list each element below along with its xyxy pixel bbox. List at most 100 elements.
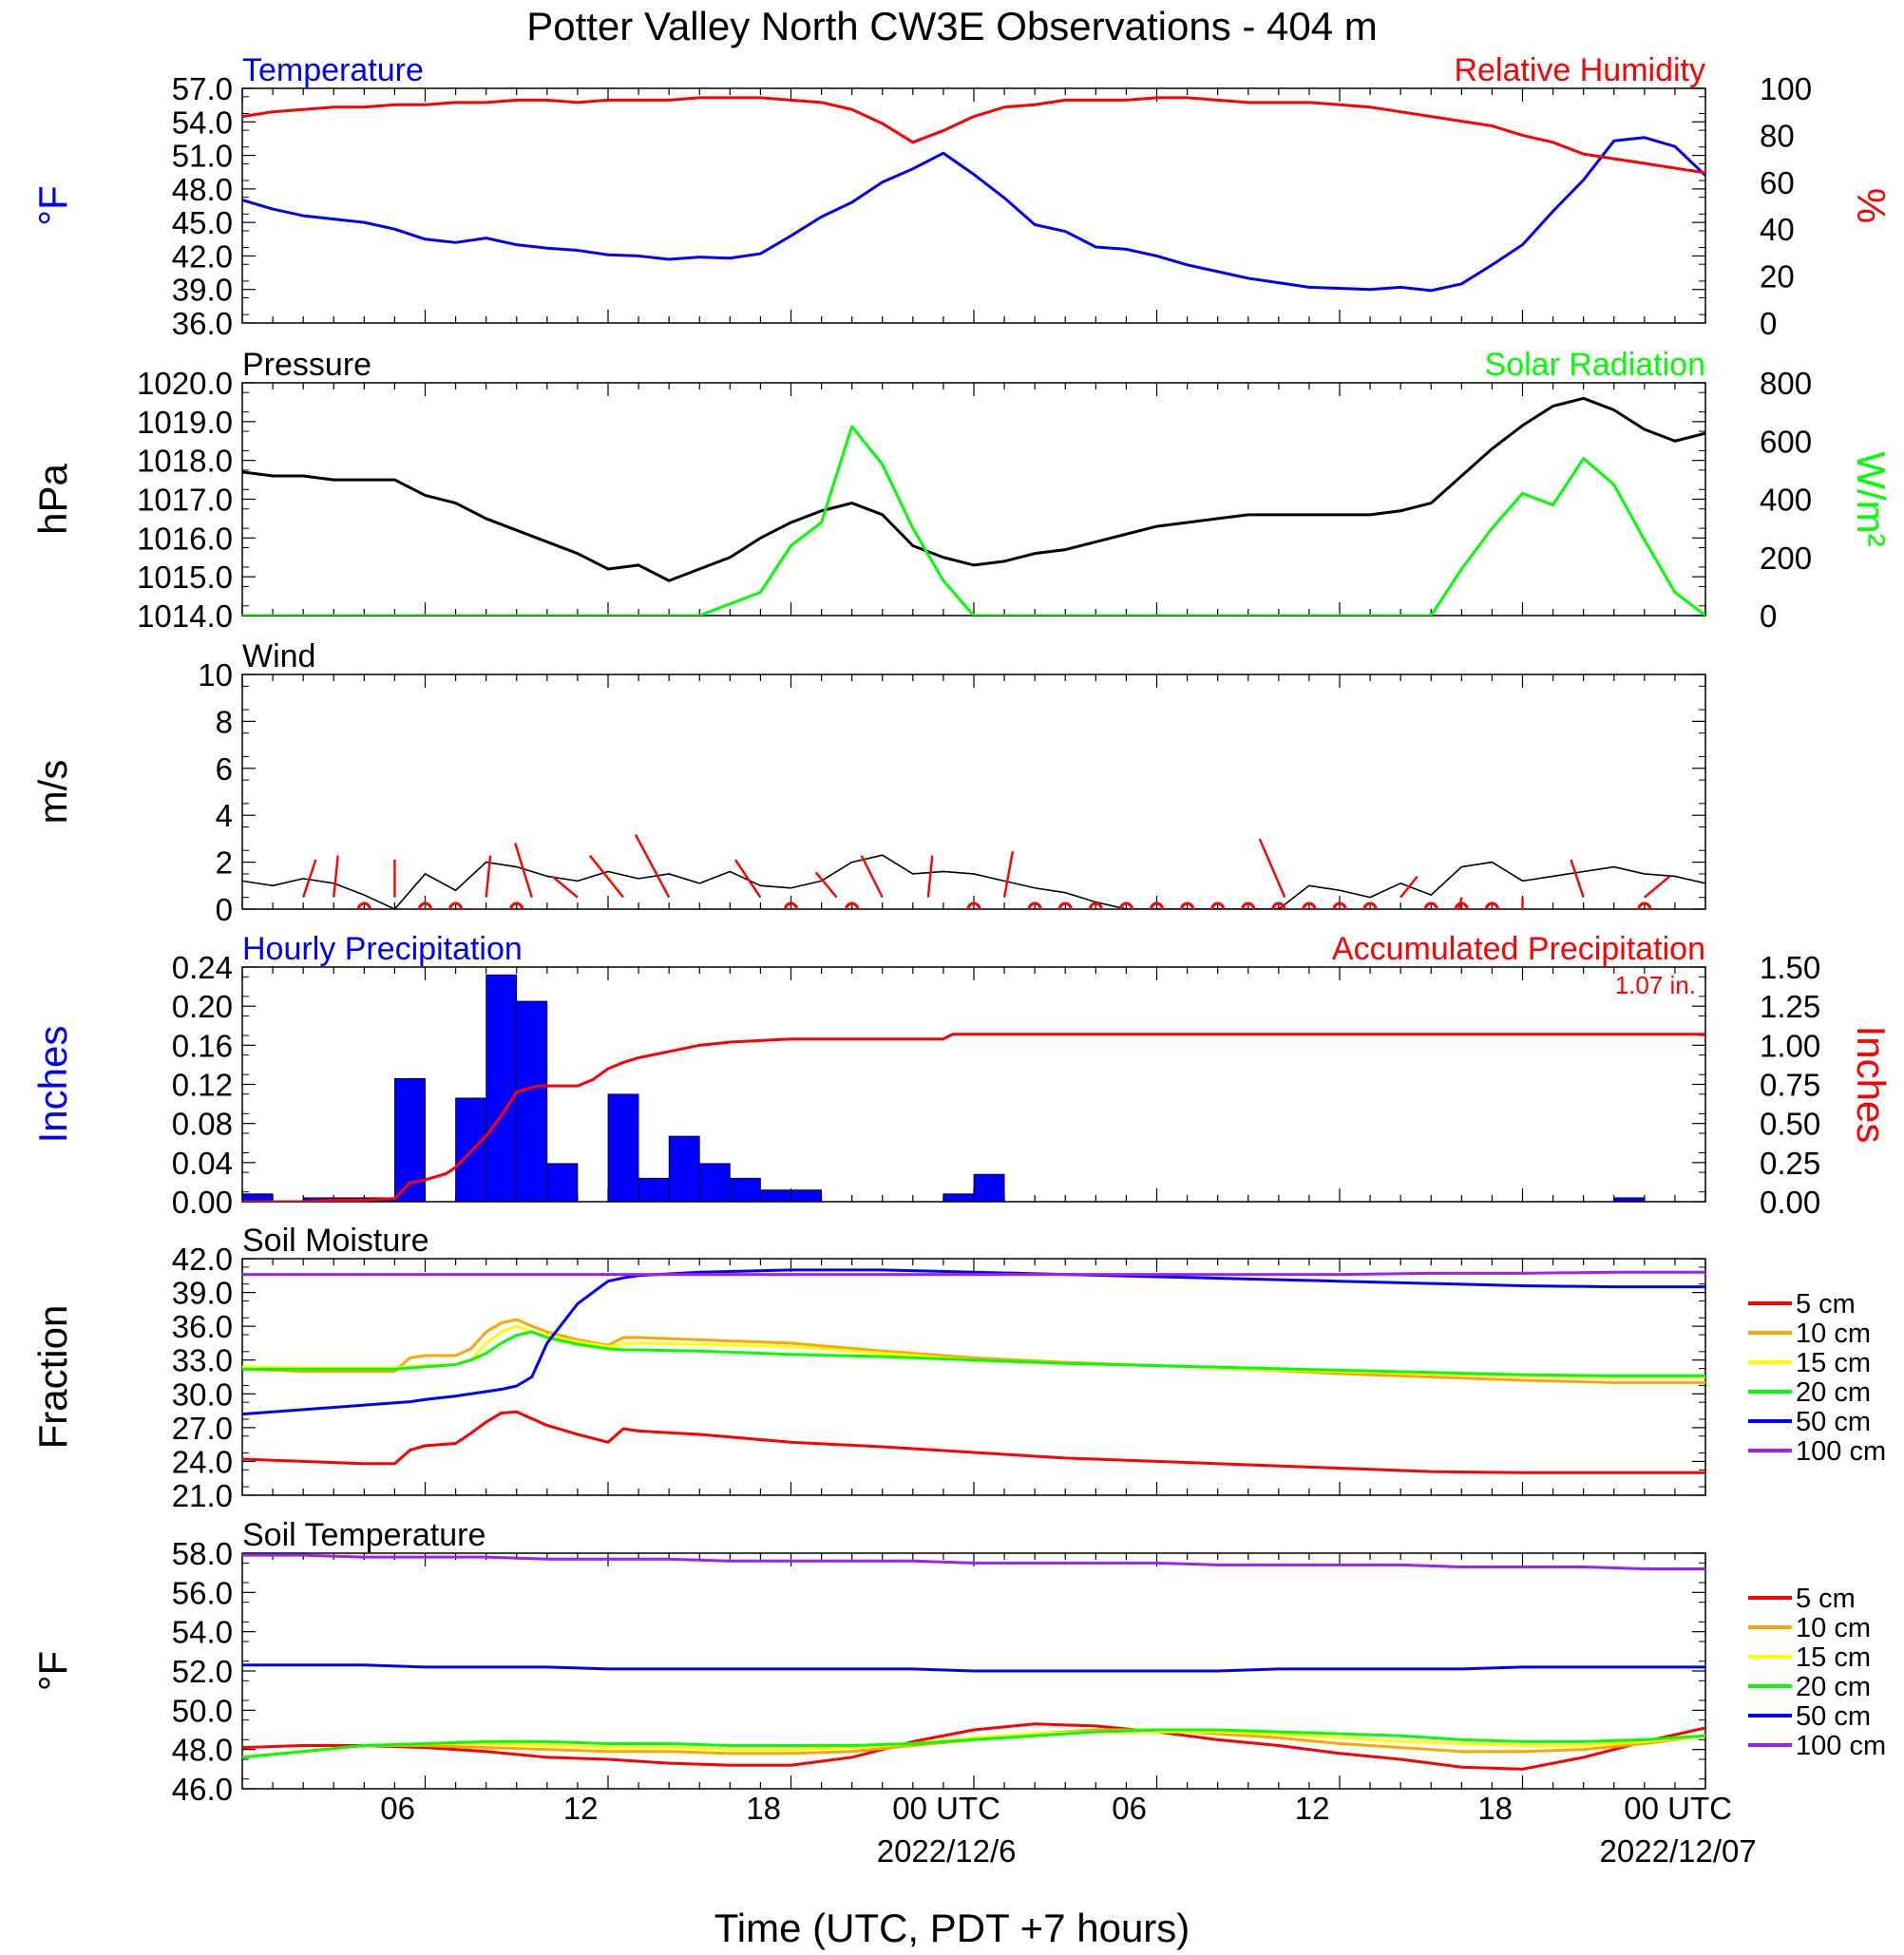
y-axis-unit-left: Inches: [30, 1026, 75, 1144]
precip-bar: [638, 1177, 670, 1202]
plot-data: [242, 1553, 1705, 1771]
series-line-100-cm: [242, 1553, 1705, 1571]
y-right-tick-label: 1.00: [1760, 1028, 1820, 1063]
wind-barb: [551, 875, 579, 899]
y-tick-label: 1016.0: [137, 521, 233, 556]
precip-bar: [698, 1163, 731, 1202]
x-date-label: 2022/12/6: [877, 1833, 1017, 1869]
y-tick-label: 21.0: [172, 1478, 233, 1513]
plot-data: [242, 974, 1705, 1202]
calm-wind-marker: [418, 902, 432, 909]
legend-label: 5 cm: [1796, 1584, 1856, 1614]
x-tick-label: 06: [380, 1791, 415, 1826]
y-tick-label: 0.12: [172, 1068, 233, 1103]
precip-bar: [668, 1135, 700, 1202]
precip-bar: [729, 1177, 761, 1202]
calm-wind-marker: [1637, 902, 1652, 909]
wind-barb: [333, 855, 339, 898]
wind-barb: [1399, 875, 1418, 899]
y-axis-unit-right: Inches: [1849, 1026, 1894, 1144]
panel-title-left: Soil Moisture: [242, 1223, 429, 1259]
y-tick-label: 30.0: [172, 1376, 233, 1412]
x-tick-label: 06: [1112, 1791, 1147, 1826]
calm-wind-marker: [1180, 902, 1195, 909]
y-axis-unit-right: %: [1849, 188, 1894, 223]
calm-wind-marker: [1241, 902, 1256, 909]
precip-bar: [1613, 1197, 1646, 1202]
legend-label: 15 cm: [1796, 1642, 1871, 1673]
x-axis-label: Time (UTC, PDT +7 hours): [714, 1906, 1190, 1950]
legend-label: 5 cm: [1796, 1289, 1856, 1319]
series-line-5-cm: [242, 1410, 1705, 1474]
y-tick-label: 51.0: [172, 139, 233, 174]
y-tick-label: 1018.0: [137, 444, 233, 479]
legend-label: 20 cm: [1796, 1672, 1871, 1702]
y-tick-label: 48.0: [172, 1733, 233, 1768]
y-right-tick-label: 0: [1760, 598, 1777, 634]
y-axis-unit-left: °F: [30, 185, 75, 225]
y-tick-label: 36.0: [172, 306, 233, 341]
x-tick-label: 18: [1477, 1791, 1513, 1826]
panel-title-right: Solar Radiation: [1485, 347, 1705, 383]
wind-barb: [485, 855, 492, 898]
series-line-100-cm: [242, 1270, 1705, 1277]
y-tick-label: 0.20: [172, 989, 233, 1024]
y-tick-label: 57.0: [172, 71, 233, 106]
y-tick-label: 56.0: [172, 1575, 233, 1610]
calm-wind-marker: [845, 902, 860, 909]
wind-barb: [1570, 859, 1585, 899]
series-line-relative-humidity: [242, 96, 1705, 175]
precip-bar: [546, 1163, 579, 1202]
y-tick-label: 42.0: [172, 238, 233, 274]
legend-label: 50 cm: [1796, 1701, 1871, 1732]
calm-wind-marker: [1302, 902, 1317, 909]
y-right-tick-label: 1.50: [1760, 950, 1820, 985]
y-tick-label: 45.0: [172, 205, 233, 240]
y-axis-unit-right: W/m²: [1849, 451, 1894, 546]
y-right-tick-label: 20: [1760, 259, 1795, 294]
chart-title: Potter Valley North CW3E Observations - …: [526, 4, 1378, 48]
y-tick-label: 1020.0: [137, 366, 233, 401]
y-axis-unit-left: Fraction: [30, 1305, 75, 1450]
precip-bar: [973, 1173, 1005, 1202]
y-tick-label: 0.24: [172, 950, 233, 985]
y-right-tick-label: 0.50: [1760, 1107, 1820, 1142]
calm-wind-marker: [1088, 902, 1103, 909]
panel-title-left: Soil Temperature: [242, 1517, 486, 1553]
y-tick-label: 39.0: [172, 1276, 233, 1311]
panel-precipitation: 0.24 0.20 0.16 0.12 0.08 0.04 0.00 1.50 1.25 1.00…: [30, 931, 1894, 1220]
panel-title-left: Wind: [242, 638, 315, 674]
y-right-tick-label: 0.00: [1760, 1185, 1820, 1220]
series-line-5-cm: [242, 1722, 1705, 1771]
y-axis-unit-left: m/s: [30, 760, 75, 825]
precip-bar: [516, 1000, 548, 1202]
panel-title-left: Hourly Precipitation: [242, 931, 523, 967]
precip-bar: [607, 1093, 639, 1202]
wind-barb: [814, 871, 838, 899]
y-right-tick-label: 800: [1760, 366, 1812, 401]
panel-soil-temperature: 58.0 56.0 54.0 52.0 50.0 48.0 46.0 Soil Tempera…: [30, 1517, 1886, 1807]
y-tick-label: 54.0: [172, 104, 233, 140]
wind-barb: [734, 859, 762, 899]
wind-barb: [926, 855, 934, 898]
y-tick-label: 6: [216, 751, 233, 787]
y-tick-label: 10: [198, 657, 233, 693]
panel-title-left: Temperature: [242, 52, 424, 88]
precip-bar: [242, 1193, 274, 1202]
plot-data: [242, 96, 1705, 293]
series-line-20-cm: [242, 1728, 1705, 1759]
precip-bar: [760, 1189, 791, 1202]
chart-panels: 57.054.051.048.045.042.039.036.010080604…: [30, 52, 1894, 1807]
calm-wind-marker: [356, 902, 371, 909]
calm-wind-marker: [1210, 902, 1226, 909]
y-tick-label: 1015.0: [137, 560, 233, 595]
legend-label: 100 cm: [1796, 1731, 1886, 1761]
y-right-tick-label: 100: [1760, 71, 1812, 106]
y-tick-label: 33.0: [172, 1343, 233, 1378]
y-tick-label: 1019.0: [137, 405, 233, 440]
x-tick-label: 00 UTC: [1624, 1791, 1732, 1826]
calm-wind-marker: [1454, 902, 1469, 909]
calm-wind-marker: [509, 902, 524, 909]
calm-wind-marker: [1423, 902, 1438, 909]
